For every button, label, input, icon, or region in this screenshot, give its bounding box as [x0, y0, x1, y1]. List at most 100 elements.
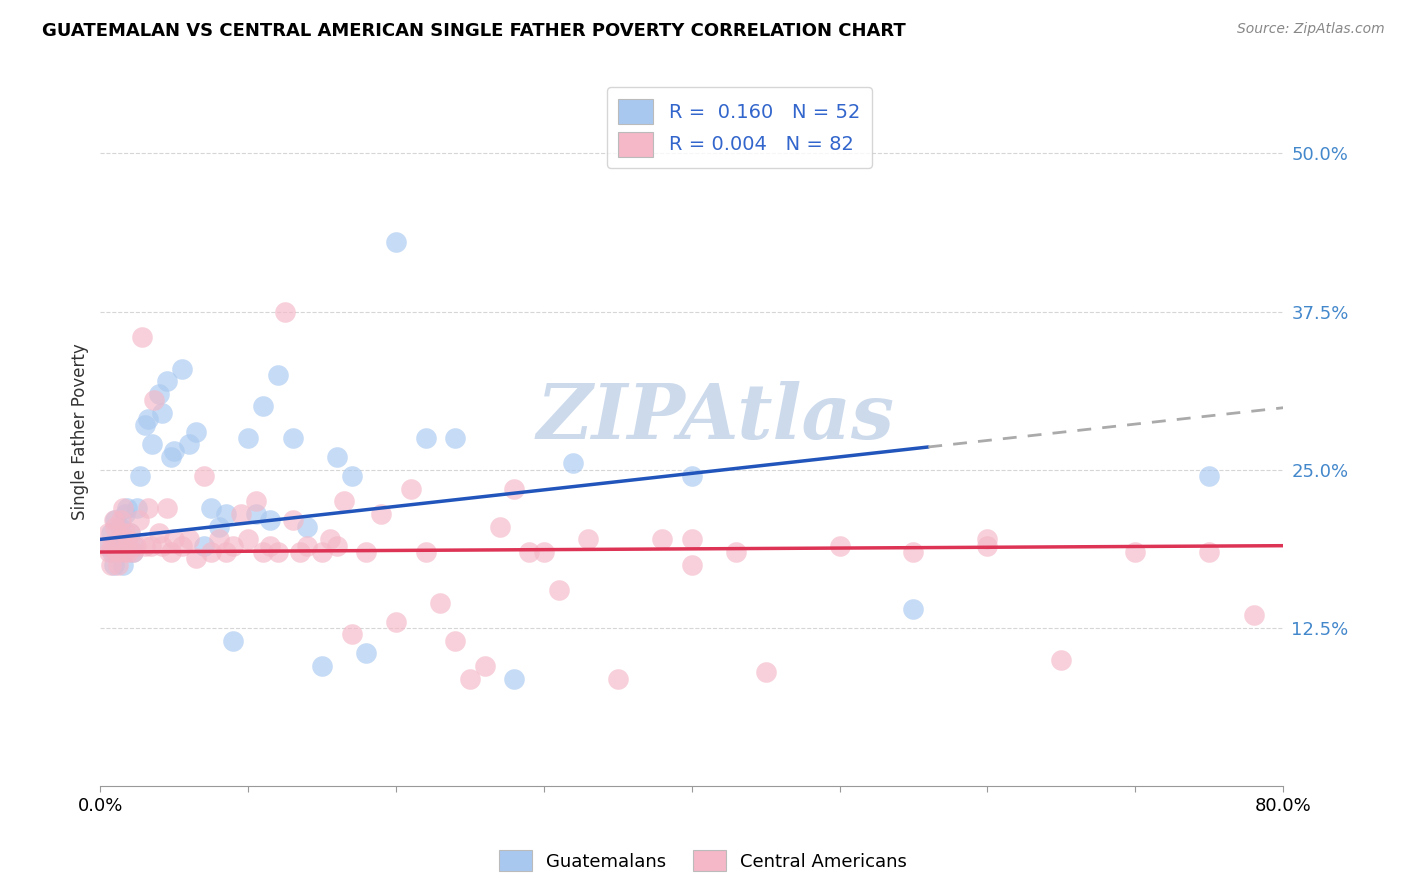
Point	[112, 545, 135, 559]
Point	[681, 533, 703, 547]
Point	[136, 412, 159, 426]
Point	[415, 431, 437, 445]
Point	[111, 558, 134, 572]
Point	[100, 526, 122, 541]
Point	[229, 507, 252, 521]
Point	[112, 533, 135, 547]
Point	[399, 482, 422, 496]
Point	[976, 539, 998, 553]
Point	[107, 539, 129, 553]
Point	[415, 545, 437, 559]
Point	[101, 545, 124, 559]
Point	[131, 330, 153, 344]
Point	[651, 533, 673, 547]
Point	[238, 533, 260, 547]
Point	[311, 659, 333, 673]
Point	[281, 431, 304, 445]
Point	[108, 533, 131, 547]
Point	[370, 507, 392, 521]
Point	[340, 627, 363, 641]
Point	[122, 545, 145, 559]
Point	[118, 526, 141, 541]
Point	[193, 539, 215, 553]
Point	[503, 482, 526, 496]
Point	[142, 393, 165, 408]
Point	[177, 437, 200, 451]
Point	[177, 533, 200, 547]
Point	[288, 545, 311, 559]
Point	[152, 539, 174, 553]
Point	[681, 469, 703, 483]
Point	[103, 513, 125, 527]
Point	[725, 545, 748, 559]
Point	[1198, 545, 1220, 559]
Point	[200, 545, 222, 559]
Point	[97, 526, 120, 541]
Point	[156, 374, 179, 388]
Point	[129, 469, 152, 483]
Point	[267, 545, 290, 559]
Point	[128, 513, 150, 527]
Point	[115, 500, 138, 515]
Point	[215, 507, 238, 521]
Point	[281, 513, 304, 527]
Point	[96, 539, 118, 553]
Point	[139, 539, 162, 553]
Point	[114, 507, 136, 521]
Point	[134, 418, 156, 433]
Point	[252, 400, 274, 414]
Point	[200, 500, 222, 515]
Point	[297, 539, 319, 553]
Point	[110, 513, 132, 527]
Text: Source: ZipAtlas.com: Source: ZipAtlas.com	[1237, 22, 1385, 37]
Point	[1123, 545, 1146, 559]
Point	[163, 533, 186, 547]
Point	[488, 519, 510, 533]
Point	[160, 450, 183, 464]
Point	[340, 469, 363, 483]
Point	[1243, 608, 1265, 623]
Point	[122, 545, 145, 559]
Point	[903, 602, 925, 616]
Point	[444, 633, 467, 648]
Point	[533, 545, 555, 559]
Point	[903, 545, 925, 559]
Point	[238, 431, 260, 445]
Point	[976, 533, 998, 547]
Point	[105, 545, 128, 559]
Point	[125, 539, 148, 553]
Point	[134, 539, 156, 553]
Point	[101, 539, 124, 553]
Point	[326, 539, 349, 553]
Point	[474, 659, 496, 673]
Point	[222, 633, 245, 648]
Point	[333, 494, 356, 508]
Point	[215, 545, 238, 559]
Point	[207, 533, 229, 547]
Point	[97, 539, 120, 553]
Point	[124, 539, 146, 553]
Point	[207, 519, 229, 533]
Point	[458, 672, 481, 686]
Text: GUATEMALAN VS CENTRAL AMERICAN SINGLE FATHER POVERTY CORRELATION CHART: GUATEMALAN VS CENTRAL AMERICAN SINGLE FA…	[42, 22, 905, 40]
Point	[828, 539, 851, 553]
Point	[160, 545, 183, 559]
Point	[148, 387, 170, 401]
Point	[252, 545, 274, 559]
Point	[503, 672, 526, 686]
Point	[356, 646, 378, 660]
Point	[170, 361, 193, 376]
Point	[517, 545, 540, 559]
Point	[127, 500, 149, 515]
Point	[170, 539, 193, 553]
Point	[98, 545, 121, 559]
Point	[104, 519, 127, 533]
Point	[186, 551, 208, 566]
Point	[148, 526, 170, 541]
Point	[318, 533, 340, 547]
Point	[606, 672, 628, 686]
Point	[117, 545, 139, 559]
Point	[186, 425, 208, 439]
Point	[114, 526, 136, 541]
Point	[259, 539, 281, 553]
